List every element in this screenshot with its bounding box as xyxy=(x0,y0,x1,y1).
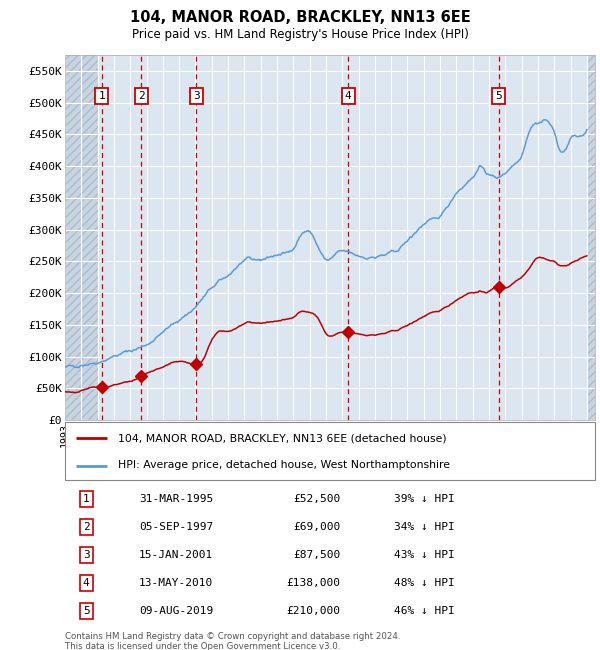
Text: £69,000: £69,000 xyxy=(293,522,341,532)
Text: 15-JAN-2001: 15-JAN-2001 xyxy=(139,550,214,560)
Text: 39% ↓ HPI: 39% ↓ HPI xyxy=(394,494,454,504)
Text: £52,500: £52,500 xyxy=(293,494,341,504)
Text: Contains HM Land Registry data © Crown copyright and database right 2024.
This d: Contains HM Land Registry data © Crown c… xyxy=(65,632,401,650)
FancyBboxPatch shape xyxy=(65,422,595,480)
Text: 48% ↓ HPI: 48% ↓ HPI xyxy=(394,578,454,588)
Text: 05-SEP-1997: 05-SEP-1997 xyxy=(139,522,214,532)
Text: 5: 5 xyxy=(495,91,502,101)
Text: 31-MAR-1995: 31-MAR-1995 xyxy=(139,494,214,504)
Text: 1: 1 xyxy=(98,91,105,101)
Text: 43% ↓ HPI: 43% ↓ HPI xyxy=(394,550,454,560)
Text: 2: 2 xyxy=(138,91,145,101)
Text: 2: 2 xyxy=(83,522,89,532)
Text: HPI: Average price, detached house, West Northamptonshire: HPI: Average price, detached house, West… xyxy=(118,460,450,471)
Text: 1: 1 xyxy=(83,494,89,504)
Text: £87,500: £87,500 xyxy=(293,550,341,560)
Text: £138,000: £138,000 xyxy=(287,578,341,588)
Text: 09-AUG-2019: 09-AUG-2019 xyxy=(139,606,214,616)
Bar xyxy=(65,55,98,420)
Text: £210,000: £210,000 xyxy=(287,606,341,616)
Text: 5: 5 xyxy=(83,606,89,616)
Text: 13-MAY-2010: 13-MAY-2010 xyxy=(139,578,214,588)
Text: 104, MANOR ROAD, BRACKLEY, NN13 6EE: 104, MANOR ROAD, BRACKLEY, NN13 6EE xyxy=(130,10,470,25)
Text: 34% ↓ HPI: 34% ↓ HPI xyxy=(394,522,454,532)
Text: 3: 3 xyxy=(83,550,89,560)
Text: Price paid vs. HM Land Registry's House Price Index (HPI): Price paid vs. HM Land Registry's House … xyxy=(131,28,469,41)
Text: 4: 4 xyxy=(345,91,352,101)
Text: 4: 4 xyxy=(83,578,89,588)
Text: 46% ↓ HPI: 46% ↓ HPI xyxy=(394,606,454,616)
Text: 3: 3 xyxy=(193,91,199,101)
Bar xyxy=(587,55,595,420)
Text: 104, MANOR ROAD, BRACKLEY, NN13 6EE (detached house): 104, MANOR ROAD, BRACKLEY, NN13 6EE (det… xyxy=(118,434,446,443)
